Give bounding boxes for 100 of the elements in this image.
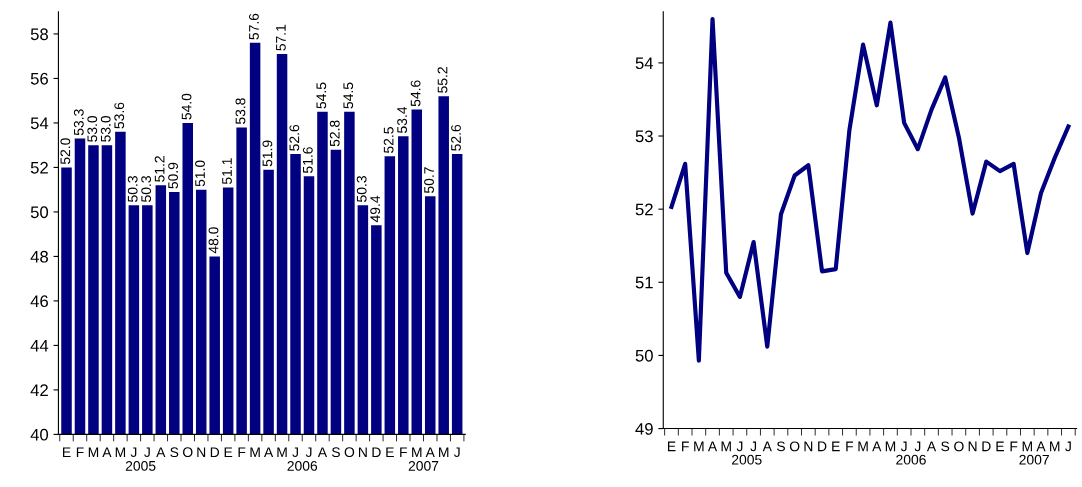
x-tick-label: M [694, 441, 704, 452]
text: 2006 [896, 454, 926, 465]
data-label: 50.9 [168, 162, 179, 189]
data-label: 52.6 [451, 124, 461, 151]
x-tick-label: N [968, 441, 977, 452]
data-label: 48.0 [208, 227, 219, 254]
data-label: 52.8 [329, 120, 340, 147]
x-tick-label: J [914, 441, 921, 452]
x-tick-label: A [156, 447, 166, 457]
x-tick-label: N [197, 447, 206, 457]
x-tick-label: D [210, 447, 220, 457]
x-tick-label: M [1050, 441, 1060, 452]
x-tick-label: A [263, 447, 274, 457]
y-tick-label: 53 [635, 130, 653, 143]
data-label: 53.0 [100, 115, 111, 142]
data-label: 52.6 [289, 124, 300, 151]
x-tick-label: M [858, 441, 868, 452]
x-tick-label: N [359, 447, 367, 457]
x-tick-label: O [954, 441, 964, 452]
y-tick-label: 50 [30, 206, 49, 219]
x-tick-label: D [818, 441, 827, 452]
x-tick-label: M [721, 441, 731, 452]
data-label: 54.0 [181, 93, 192, 120]
x-tick-label: E [667, 441, 676, 452]
data-label: 51.2 [154, 156, 165, 182]
x-tick-label: M [412, 447, 422, 457]
x-tick-label: A [926, 441, 937, 452]
x-tick-label: S [331, 447, 340, 458]
x-tick-label: J [1065, 441, 1071, 452]
y-tick-label: 52 [30, 161, 48, 174]
y-tick-label: 49 [635, 422, 653, 435]
data-label: 54.6 [410, 80, 421, 107]
x-tick-label: S [776, 441, 785, 452]
x-tick-label: F [1010, 441, 1018, 452]
y-tick-label: 54 [30, 117, 49, 130]
x-tick-label: J [736, 441, 743, 452]
y-tick-label: 42 [30, 384, 48, 396]
y-tick-label: 40 [30, 428, 49, 441]
x-tick-label: M [115, 447, 126, 457]
text: 2005 [125, 460, 156, 471]
x-tick-label: E [63, 447, 71, 457]
x-tick-label: F [846, 441, 854, 452]
x-tick-label: J [292, 447, 298, 458]
x-tick-label: M [439, 447, 449, 457]
data-label: 51.1 [222, 158, 232, 185]
data-label: 54.5 [343, 82, 354, 109]
x-tick-label: M [277, 447, 287, 457]
text: 2006 [287, 460, 318, 471]
x-tick-label: M [88, 447, 99, 457]
x-tick-label: M [1022, 441, 1032, 452]
y-tick-label: 44 [30, 339, 49, 352]
x-tick-label: N [804, 441, 813, 452]
data-label: 50.3 [127, 176, 138, 202]
x-tick-label: A [1036, 441, 1046, 452]
x-tick-label: A [425, 447, 435, 457]
y-tick-label: 56 [30, 72, 48, 85]
x-tick-label: J [453, 447, 460, 458]
y-tick-label: 50 [635, 349, 653, 362]
data-label: 50.3 [356, 176, 367, 202]
data-label: 51.6 [302, 147, 313, 173]
text: 2005 [732, 454, 762, 465]
y-tick-label: 48 [30, 250, 48, 263]
x-tick-label: D [372, 447, 381, 457]
y-tick-label: 46 [30, 295, 48, 308]
x-tick-label: J [305, 447, 312, 458]
data-label: 57.1 [276, 24, 286, 51]
data-label: 52.5 [383, 127, 394, 153]
data-label: 53.3 [73, 109, 84, 136]
data-label: 50.3 [141, 176, 152, 202]
data-label: 52.0 [60, 138, 71, 165]
x-tick-label: F [238, 447, 246, 457]
data-label: 53.4 [397, 106, 408, 133]
x-tick-label: O [344, 447, 355, 458]
x-tick-label: E [386, 447, 394, 457]
x-tick-label: A [317, 447, 328, 457]
x-tick-label: J [900, 441, 907, 452]
x-tick-label: A [872, 441, 882, 452]
x-tick-label: E [832, 441, 840, 452]
y-tick-label: 58 [30, 28, 48, 41]
x-tick-label: E [996, 441, 1004, 452]
x-tick-label: O [789, 441, 800, 452]
data-label: 51.0 [195, 160, 205, 187]
data-label: 53.8 [235, 98, 246, 125]
x-tick-label: J [144, 447, 150, 458]
text: 2007 [408, 460, 439, 471]
data-label: 50.7 [424, 167, 434, 194]
data-label: 57.6 [249, 13, 259, 40]
y-tick-label: 52 [635, 203, 653, 216]
x-tick-label: A [102, 447, 112, 457]
x-tick-label: F [76, 447, 84, 457]
x-tick-label: E [224, 447, 233, 457]
data-label: 55.2 [437, 67, 448, 93]
x-tick-label: D [982, 441, 991, 452]
data-label: 54.5 [316, 82, 327, 109]
x-tick-label: F [400, 447, 407, 457]
data-label: 51.9 [262, 140, 273, 167]
x-tick-label: S [170, 447, 179, 458]
x-tick-label: J [750, 441, 757, 452]
x-tick-label: M [250, 447, 260, 457]
data-label: 53.0 [87, 115, 98, 142]
